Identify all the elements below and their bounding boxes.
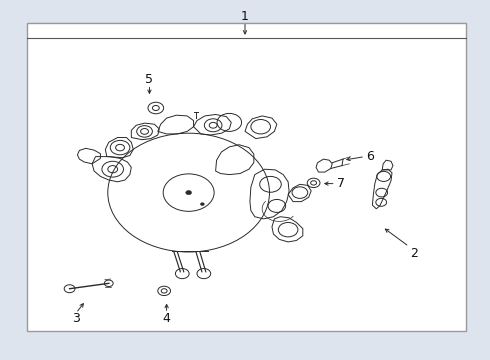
Text: 4: 4 <box>163 312 171 325</box>
Text: 5: 5 <box>146 73 153 86</box>
Circle shape <box>200 203 204 206</box>
Text: 1: 1 <box>241 10 249 23</box>
Text: 6: 6 <box>366 150 374 163</box>
Text: 2: 2 <box>410 247 418 260</box>
Bar <box>27 23 465 331</box>
Text: 7: 7 <box>337 177 344 190</box>
Circle shape <box>186 190 192 195</box>
Text: 3: 3 <box>72 312 80 325</box>
